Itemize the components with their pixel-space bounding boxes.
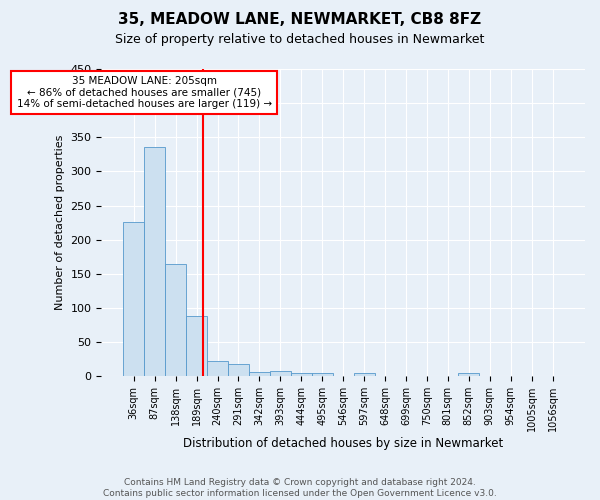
Bar: [165, 264, 186, 376]
Y-axis label: Number of detached properties: Number of detached properties: [55, 135, 65, 310]
Text: Size of property relative to detached houses in Newmarket: Size of property relative to detached ho…: [115, 32, 485, 46]
Text: 35 MEADOW LANE: 205sqm
← 86% of detached houses are smaller (745)
14% of semi-de: 35 MEADOW LANE: 205sqm ← 86% of detached…: [17, 76, 272, 109]
Bar: [207, 360, 228, 376]
Text: Contains HM Land Registry data © Crown copyright and database right 2024.
Contai: Contains HM Land Registry data © Crown c…: [103, 478, 497, 498]
Bar: [228, 364, 249, 376]
Bar: [291, 373, 312, 376]
Text: 35, MEADOW LANE, NEWMARKET, CB8 8FZ: 35, MEADOW LANE, NEWMARKET, CB8 8FZ: [118, 12, 482, 28]
Bar: [312, 373, 332, 376]
Bar: [186, 316, 207, 376]
X-axis label: Distribution of detached houses by size in Newmarket: Distribution of detached houses by size …: [183, 437, 503, 450]
Bar: [249, 372, 270, 376]
Bar: [270, 371, 291, 376]
Bar: [123, 222, 144, 376]
Bar: [353, 373, 374, 376]
Bar: [458, 373, 479, 376]
Bar: [144, 147, 165, 376]
